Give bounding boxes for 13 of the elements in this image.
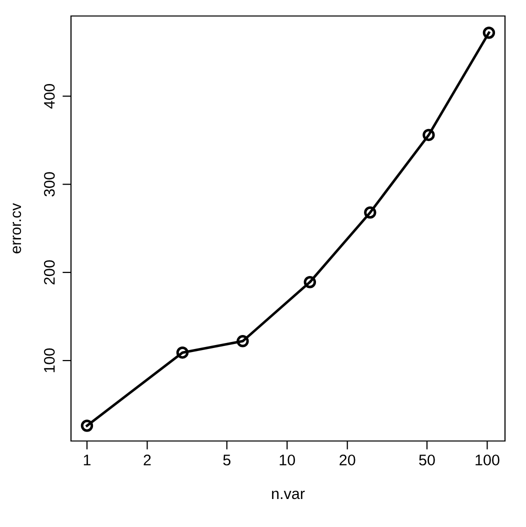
x-axis-title: n.var (272, 490, 305, 500)
y-axis-title: error.cv (12, 203, 22, 254)
x-tick-label: 20 (340, 454, 356, 466)
y-tick-label: 200 (44, 260, 55, 284)
x-tick-label: 10 (280, 454, 296, 466)
x-tick-label: 1 (84, 454, 90, 466)
x-tick-label: 5 (223, 454, 230, 466)
x-tick-label: 100 (476, 454, 500, 466)
x-tick-label: 2 (144, 454, 151, 466)
x-tick-label: 50 (419, 454, 435, 466)
y-tick-label: 100 (44, 348, 55, 372)
y-tick-label: 400 (44, 84, 55, 109)
y-tick-label: 300 (44, 172, 55, 196)
